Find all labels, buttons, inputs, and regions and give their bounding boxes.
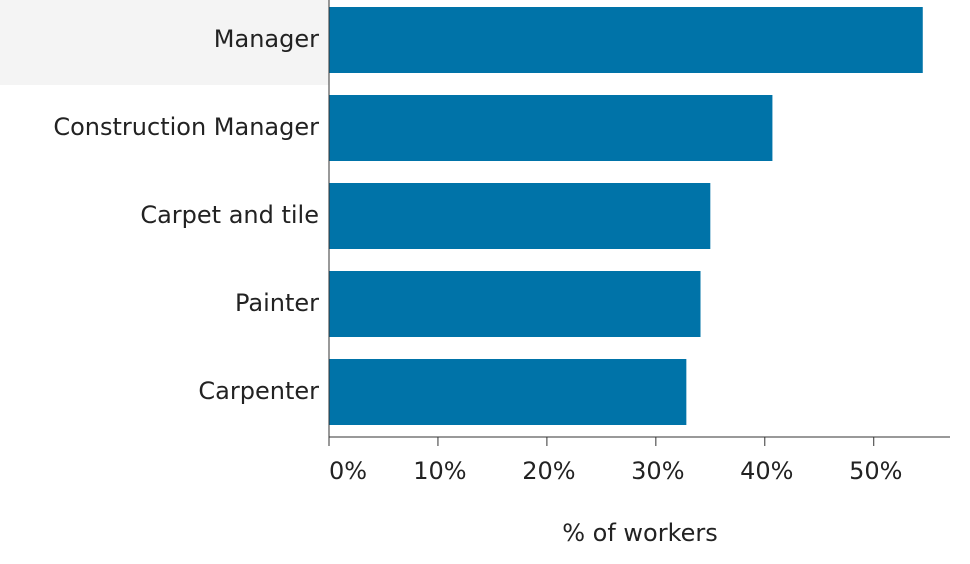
x-tick-label: 0% xyxy=(329,457,367,485)
x-tick-label: 20% xyxy=(522,457,575,485)
x-tick-label: 40% xyxy=(740,457,793,485)
y-tick-label: Painter xyxy=(235,289,319,317)
bar[interactable] xyxy=(329,7,923,73)
x-tick-label: 50% xyxy=(849,457,902,485)
bar[interactable] xyxy=(329,183,711,249)
bar[interactable] xyxy=(329,95,773,161)
x-axis-title: % of workers xyxy=(562,519,718,547)
bar[interactable] xyxy=(329,359,687,425)
y-tick-label: Manager xyxy=(214,25,319,53)
y-tick-label: Construction Manager xyxy=(53,113,319,141)
bar[interactable] xyxy=(329,271,701,337)
y-tick-label: Carpenter xyxy=(198,377,319,405)
x-tick-label: 30% xyxy=(631,457,684,485)
y-tick-label: Carpet and tile xyxy=(140,201,319,229)
x-tick-label: 10% xyxy=(413,457,466,485)
row-highlight xyxy=(0,0,329,85)
